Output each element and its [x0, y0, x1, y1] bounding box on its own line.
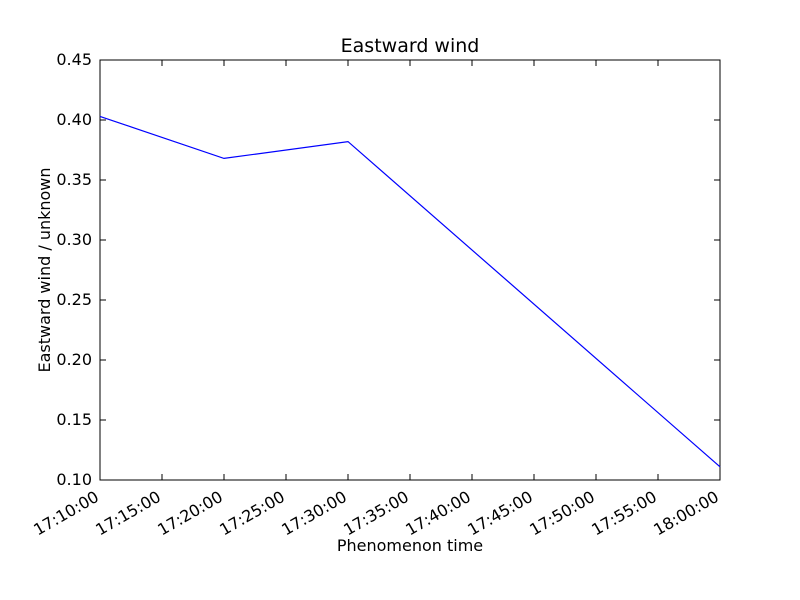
chart-title: Eastward wind [341, 35, 480, 57]
y-tick-label: 0.35 [56, 170, 92, 189]
y-tick-label: 0.10 [56, 470, 92, 489]
x-tick-label: 17:35:00 [340, 487, 412, 539]
x-tick-label: 17:50:00 [526, 487, 598, 539]
y-tick-label: 0.15 [56, 410, 92, 429]
x-tick-label: 17:25:00 [216, 487, 288, 539]
y-tick-label: 0.20 [56, 350, 92, 369]
x-axis-title: Phenomenon time [337, 536, 483, 555]
x-tick-label: 17:20:00 [154, 487, 226, 539]
y-tick-label: 0.25 [56, 290, 92, 309]
x-tick-label: 17:15:00 [92, 487, 164, 539]
x-tick-label: 17:40:00 [402, 487, 474, 539]
x-tick-label: 17:45:00 [464, 487, 536, 539]
y-tick-label: 0.45 [56, 50, 92, 69]
series-line [99, 115, 721, 468]
series-layer [99, 115, 721, 468]
x-tick-label: 17:55:00 [588, 487, 660, 539]
x-tick-label: 17:30:00 [278, 487, 350, 539]
y-tick-label: 0.40 [56, 110, 92, 129]
x-tick-label: 17:10:00 [30, 487, 102, 539]
x-tick-label: 18:00:00 [650, 487, 722, 539]
plot-frame [99, 59, 721, 481]
y-tick-label: 0.30 [56, 230, 92, 249]
y-axis-title: Eastward wind / unknown [35, 167, 54, 372]
